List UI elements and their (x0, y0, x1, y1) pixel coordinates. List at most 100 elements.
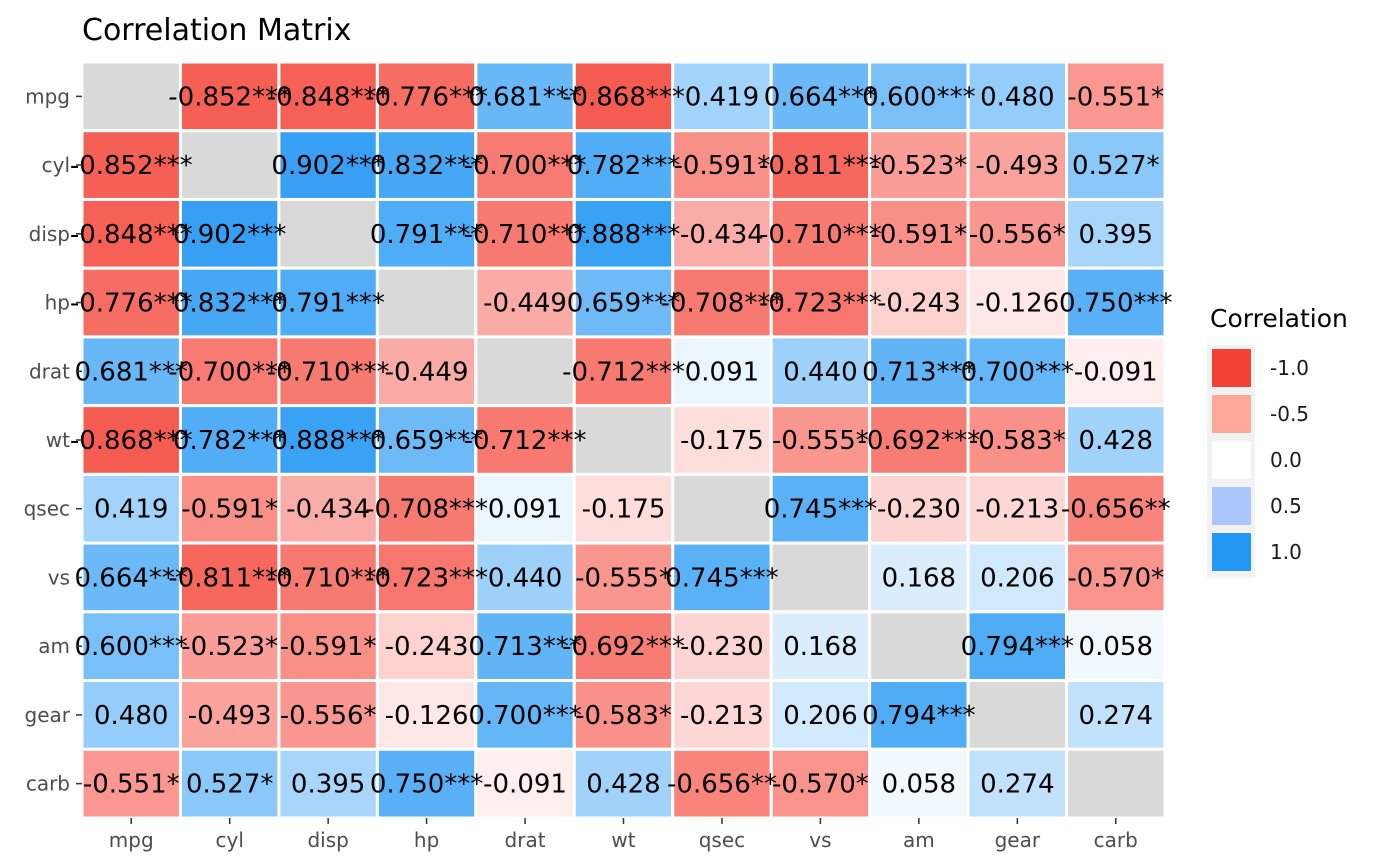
cell-label-carb-qsec: -0.656** (667, 770, 777, 800)
heatmap-cells (80, 60, 1167, 820)
cell-carb-disp (277, 747, 379, 820)
cell-label-mpg-drat: 0.681*** (468, 82, 581, 112)
cell-label-cyl-hp: 0.832*** (370, 151, 483, 181)
cell-label-am-hp: -0.243 (385, 632, 469, 662)
cell-qsec-gear (966, 472, 1069, 545)
cell-label-vs-wt: -0.555* (575, 563, 672, 593)
cell-mpg-disp (277, 60, 379, 133)
y-tick-label-gear: gear (25, 703, 71, 727)
cell-cyl-mpg (80, 129, 182, 201)
cell-label-mpg-gear: 0.480 (980, 82, 1054, 112)
legend-key--0-5 (1212, 395, 1251, 433)
cell-label-drat-cyl: -0.700*** (168, 357, 291, 387)
cell-hp-wt (572, 266, 675, 339)
y-tick-label-hp: hp (45, 291, 70, 315)
x-tick-label-qsec: qsec (699, 828, 745, 852)
cell-label-disp-vs: -0.710*** (759, 220, 882, 250)
y-tick-label-drat: drat (29, 359, 70, 383)
cell-am-hp (375, 610, 478, 683)
cell-cyl-wt (572, 129, 675, 201)
cell-label-drat-am: 0.713*** (862, 357, 975, 387)
cell-gear-cyl (178, 679, 281, 751)
cell-label-hp-mpg: -0.776*** (70, 289, 193, 319)
cell-gear-am (868, 679, 970, 751)
x-axis-tick-labels: mpg cyl disp hp drat wt qsec vs am gear carb (109, 818, 1138, 852)
cell-cyl-drat (474, 129, 576, 201)
cell-label-gear-drat: 0.700*** (468, 701, 581, 731)
cell-label-disp-mpg: -0.848*** (70, 220, 193, 250)
x-tick-label-disp: disp (307, 828, 348, 852)
cell-label-mpg-cyl: -0.852*** (168, 82, 291, 112)
cell-label-wt-mpg: -0.868*** (70, 426, 193, 456)
cell-label-am-wt: -0.692*** (562, 632, 685, 662)
diagonal-cell-wt (572, 404, 675, 476)
cell-label-wt-qsec: -0.175 (680, 426, 764, 456)
cell-label-wt-drat: -0.712*** (464, 426, 587, 456)
cell-label-hp-gear: -0.126 (975, 289, 1059, 319)
cell-wt-am (868, 404, 970, 476)
cell-label-carb-hp: 0.750*** (370, 770, 483, 800)
cell-label-qsec-mpg: 0.419 (94, 495, 168, 525)
cell-drat-carb (1065, 335, 1167, 408)
cell-label-wt-gear: -0.583* (969, 426, 1066, 456)
cell-label-vs-hp: -0.723*** (365, 563, 488, 593)
cell-label-hp-vs: -0.723*** (759, 289, 882, 319)
cell-qsec-wt (572, 472, 675, 545)
cell-label-cyl-disp: 0.902*** (271, 151, 384, 181)
cell-label-vs-mpg: 0.664*** (75, 563, 188, 593)
cell-label-mpg-hp: -0.776*** (365, 82, 488, 112)
cell-label-drat-disp: -0.710*** (267, 357, 390, 387)
cell-label-vs-am: 0.168 (882, 563, 956, 593)
cell-label-disp-gear: -0.556* (969, 220, 1066, 250)
cell-label-wt-disp: 0.888*** (271, 426, 384, 456)
diagonal-cell-drat (474, 335, 576, 408)
cell-label-disp-am: -0.591* (870, 220, 967, 250)
x-tick-label-vs: vs (809, 828, 831, 852)
cell-label-gear-am: 0.794*** (862, 701, 975, 731)
cell-label-drat-hp: -0.449 (385, 357, 469, 387)
chart-title: Correlation Matrix (82, 13, 351, 48)
cell-label-carb-wt: 0.428 (586, 770, 660, 800)
cell-label-cyl-vs: -0.811*** (759, 151, 882, 181)
cell-label-wt-vs: -0.555* (772, 426, 869, 456)
cell-label-hp-disp: 0.791*** (271, 289, 384, 319)
y-tick-label-am: am (38, 634, 70, 658)
cell-label-wt-carb: 0.428 (1079, 426, 1153, 456)
cell-disp-hp (375, 197, 478, 270)
cell-label-vs-drat: 0.440 (488, 563, 562, 593)
cell-label-gear-carb: 0.274 (1079, 701, 1153, 731)
cell-label-hp-carb: 0.750*** (1059, 289, 1172, 319)
cell-label-drat-mpg: 0.681*** (75, 357, 188, 387)
cell-label-vs-disp: -0.710*** (267, 563, 390, 593)
cell-label-gear-vs: 0.206 (783, 701, 857, 731)
cell-gear-vs (769, 679, 872, 751)
cell-label-cyl-carb: 0.527* (1072, 151, 1159, 181)
cell-label-disp-drat: -0.710*** (464, 220, 587, 250)
cell-disp-vs (769, 197, 872, 270)
y-tick-label-cyl: cyl (42, 153, 70, 177)
cell-label-am-mpg: 0.600*** (75, 632, 188, 662)
legend-title: Correlation (1210, 304, 1348, 333)
cell-cyl-vs (769, 129, 872, 201)
cell-label-qsec-am: -0.230 (877, 495, 961, 525)
cell-label-qsec-wt: -0.175 (582, 495, 666, 525)
diagonal-cell-am (868, 610, 970, 683)
x-tick-label-gear: gear (995, 828, 1041, 852)
cell-label-am-cyl: -0.523* (181, 632, 278, 662)
cell-label-wt-hp: 0.659*** (370, 426, 483, 456)
cell-label-carb-mpg: -0.551* (83, 770, 180, 800)
cell-label-qsec-vs: 0.745*** (764, 495, 877, 525)
diagonal-cell-qsec (671, 472, 773, 545)
legend: Correlation -1.0 -0.5 0.0 0.5 1.0 (1207, 304, 1348, 578)
cell-wt-vs (769, 404, 872, 476)
y-tick-label-mpg: mpg (25, 84, 70, 108)
cell-label-qsec-hp: -0.708*** (365, 495, 488, 525)
legend-label-0-5: 0.5 (1270, 494, 1302, 518)
cell-gear-hp (375, 679, 478, 751)
cell-label-drat-qsec: 0.091 (685, 357, 759, 387)
cell-label-disp-qsec: -0.434 (680, 220, 764, 250)
cell-vs-gear (966, 541, 1069, 614)
cell-label-vs-cyl: -0.811*** (168, 563, 291, 593)
cell-vs-cyl (178, 541, 281, 614)
